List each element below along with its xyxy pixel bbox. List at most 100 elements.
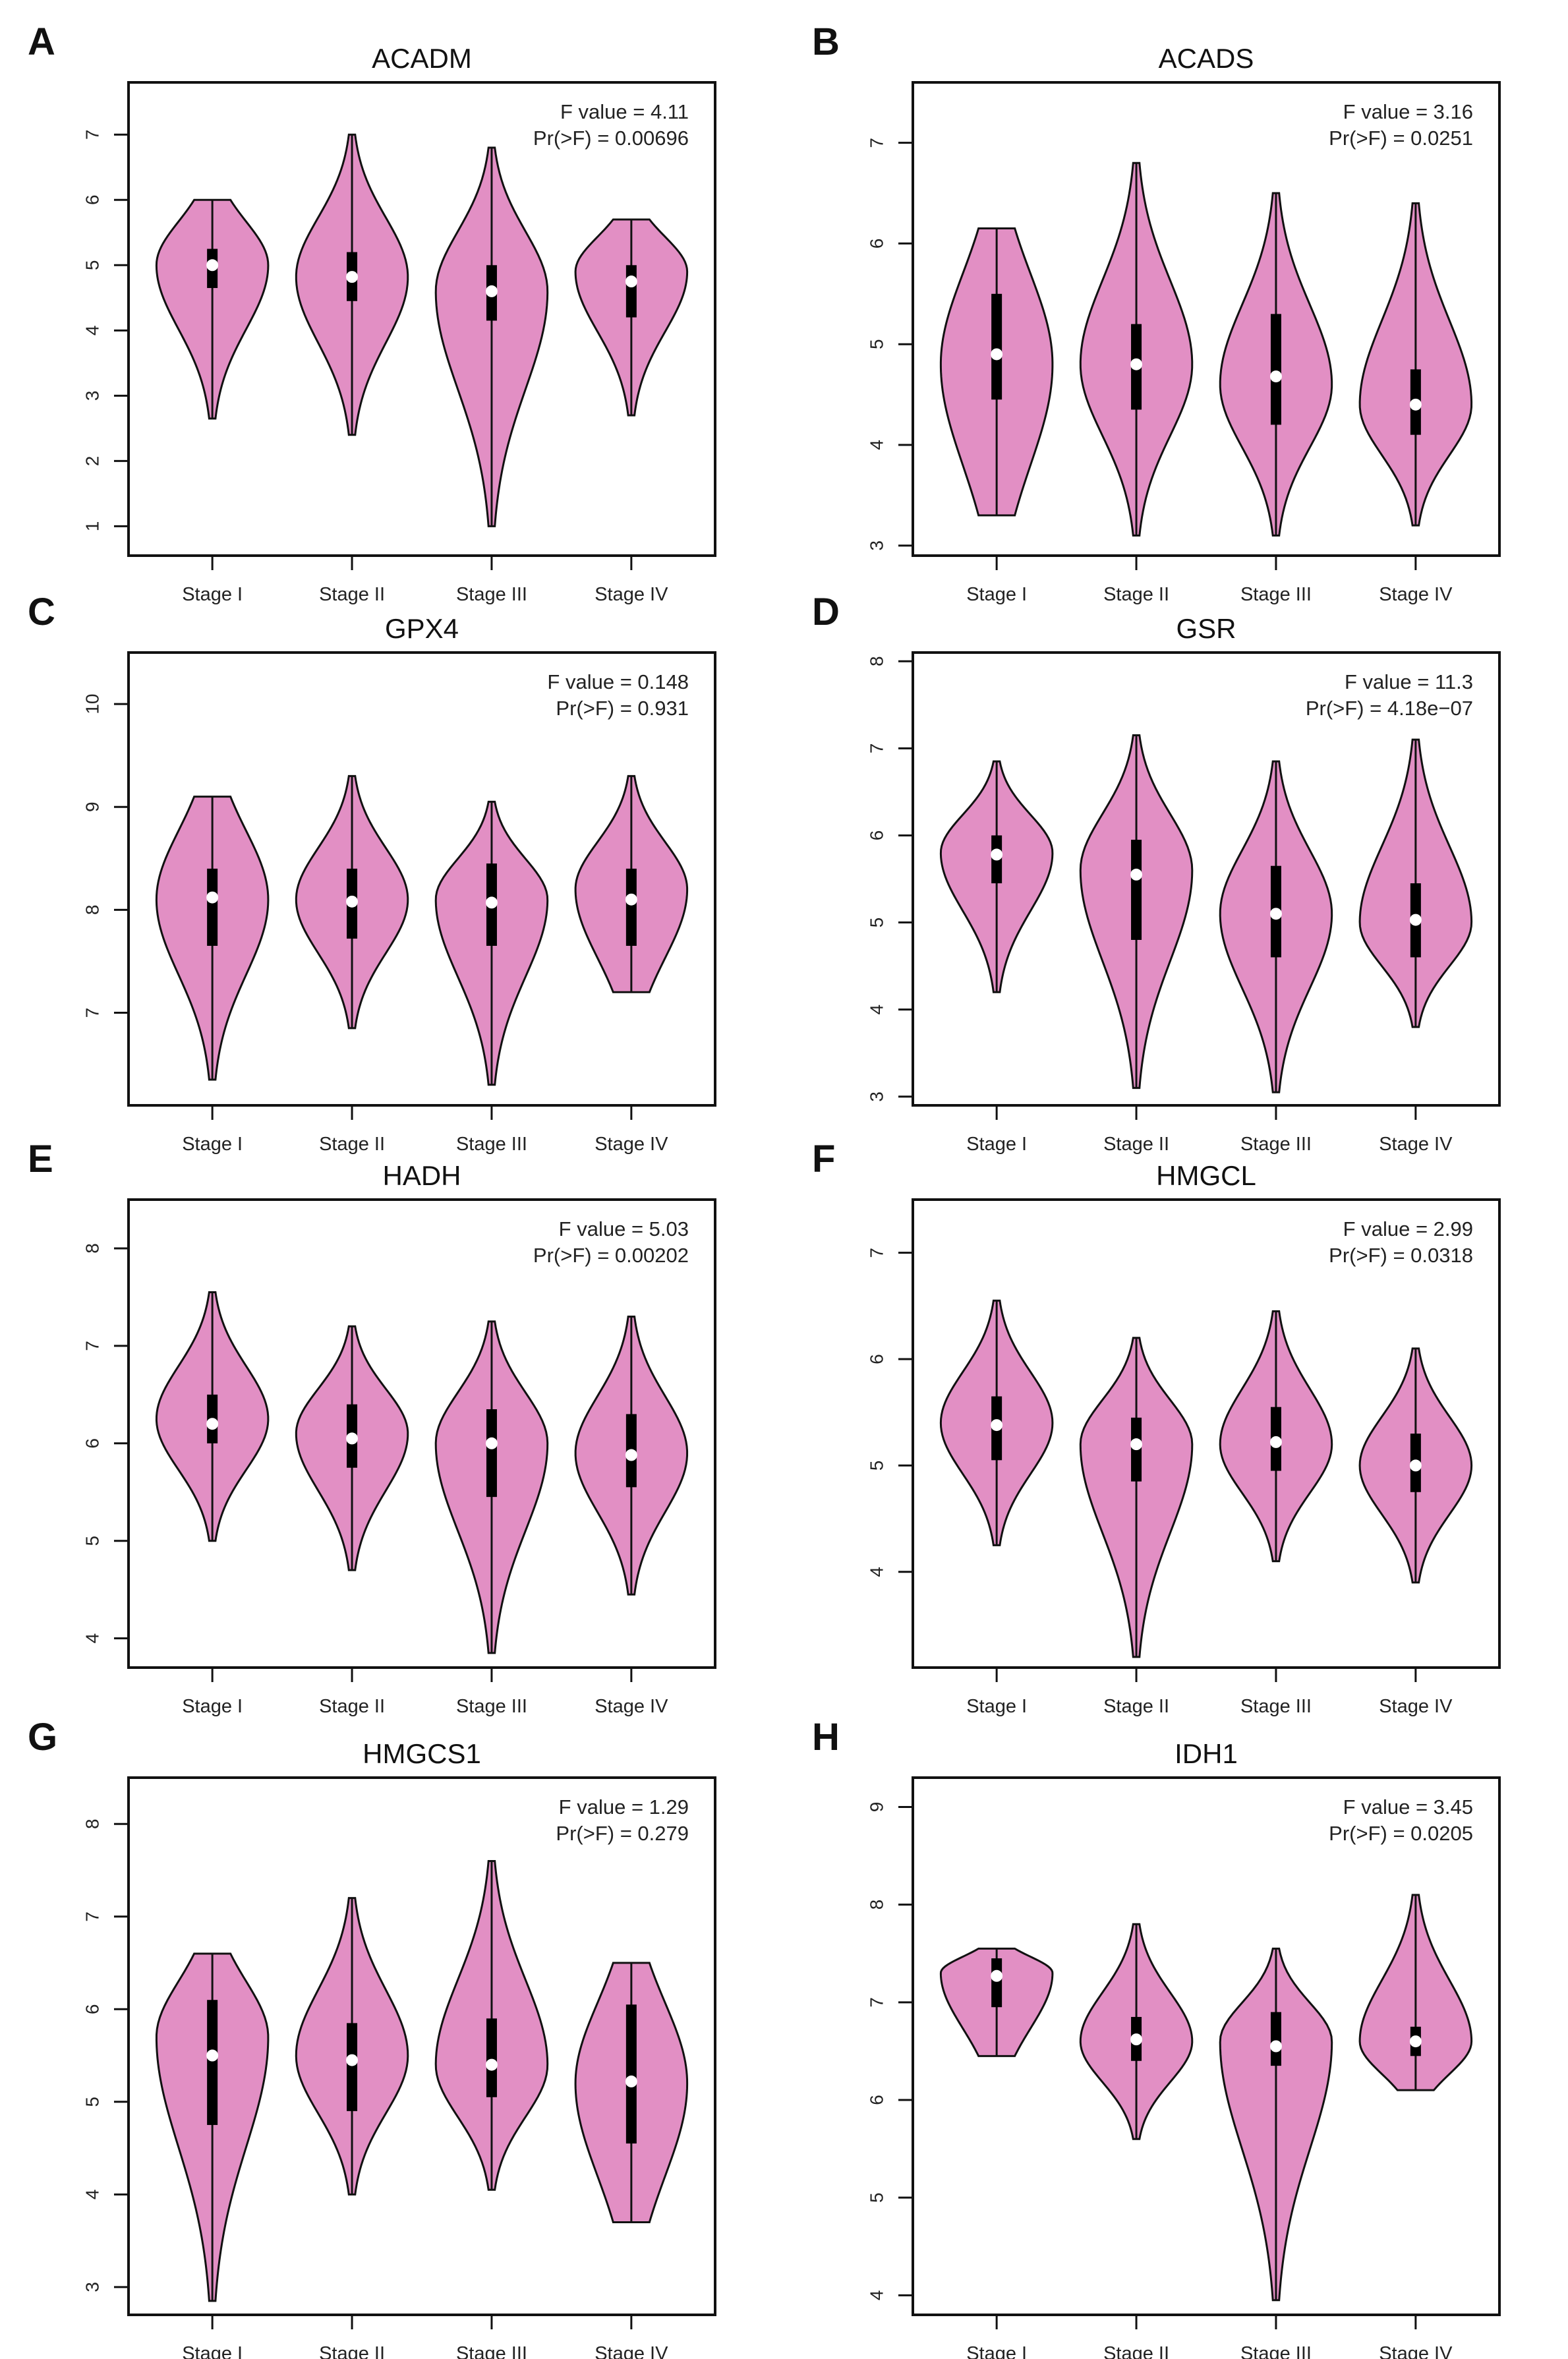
x-tick-label: Stage III	[456, 1696, 527, 1717]
median-point	[1269, 908, 1282, 920]
y-tick-label: 4	[867, 1005, 887, 1015]
plot-frame	[127, 1776, 716, 2316]
y-tick-label: 5	[82, 2097, 103, 2107]
median-point	[1130, 1438, 1143, 1451]
y-tick-label: 4	[867, 440, 887, 450]
f-value-label: F value = 11.3	[1345, 670, 1473, 693]
chart-title: HMGCL	[1156, 1160, 1256, 1191]
x-tick-label: Stage IV	[1379, 584, 1453, 605]
median-point	[485, 2058, 498, 2071]
iqr-box	[486, 2018, 497, 2097]
y-tick-label: 7	[82, 1341, 103, 1351]
f-value-label: F value = 4.11	[560, 100, 689, 123]
median-point	[206, 2049, 219, 2062]
y-tick-label: 5	[867, 2192, 887, 2203]
y-tick-label: 8	[867, 1900, 887, 1910]
iqr-box	[486, 1409, 497, 1498]
x-tick-label: Stage III	[1240, 1696, 1312, 1717]
iqr-box	[625, 868, 637, 946]
y-tick-label: 7	[867, 138, 887, 148]
median-point	[1409, 398, 1422, 411]
median-point	[1409, 914, 1422, 926]
x-tick-label: Stage II	[319, 2343, 385, 2359]
f-value-label: F value = 3.45	[1343, 1795, 1473, 1819]
y-tick-label: 6	[867, 830, 887, 841]
median-point	[625, 2075, 637, 2087]
median-point	[991, 1419, 1003, 1432]
panel-b: B ACADS 3 4 5 6 7 Stage I Stage II Stage III Stage…	[812, 20, 1501, 605]
f-value-label: F value = 2.99	[1343, 1217, 1473, 1240]
x-tick-label: Stage I	[182, 1696, 243, 1717]
y-tick-label: 3	[82, 2282, 103, 2292]
x-tick-label: Stage II	[1103, 2343, 1169, 2359]
iqr-box	[207, 2000, 218, 2125]
x-tick-label: Stage I	[182, 1134, 243, 1155]
y-tick-label: 10	[82, 693, 103, 714]
iqr-box	[1131, 840, 1142, 940]
median-point	[346, 895, 359, 908]
panel-letter: D	[812, 591, 840, 633]
plot-frame	[912, 651, 1501, 1107]
x-tick-label: Stage II	[1103, 1696, 1169, 1717]
median-point	[1409, 2035, 1422, 2048]
iqr-box	[1270, 2012, 1281, 2066]
median-point	[346, 271, 359, 283]
p-value-label: Pr(>F) = 0.931	[556, 697, 689, 720]
p-value-label: Pr(>F) = 4.18e−07	[1306, 697, 1473, 720]
panel-letter: G	[28, 1716, 57, 1759]
y-tick-label: 8	[82, 905, 103, 916]
x-tick-label: Stage I	[966, 2343, 1027, 2359]
panel-letter: B	[812, 20, 840, 63]
x-tick-label: Stage I	[966, 584, 1027, 605]
y-tick-label: 5	[82, 260, 103, 271]
x-tick-label: Stage III	[456, 584, 527, 605]
panel-g: G HMGCS1 3 4 5 6 7 8 Stage I Stage II Stage III Sta…	[28, 1716, 716, 2359]
iqr-box	[207, 868, 218, 946]
panel-letter: F	[812, 1138, 835, 1180]
median-point	[625, 276, 637, 288]
y-tick-label: 9	[82, 801, 103, 812]
median-point	[1269, 1436, 1282, 1448]
y-tick-label: 7	[82, 1911, 103, 1922]
x-tick-label: Stage I	[966, 1696, 1027, 1717]
y-tick-label: 4	[82, 326, 103, 336]
x-tick-label: Stage I	[182, 2343, 243, 2359]
y-tick-label: 8	[82, 1243, 103, 1254]
panel-a: A ACADM 1 2 3 4 5 6 7 Stage I Stage II Stage III Sta…	[28, 20, 716, 605]
p-value-label: Pr(>F) = 0.0318	[1329, 1244, 1473, 1267]
iqr-box	[1270, 314, 1281, 425]
y-tick-label: 7	[867, 1997, 887, 2008]
y-tick-label: 6	[82, 2004, 103, 2015]
y-tick-label: 7	[82, 129, 103, 140]
median-point	[1130, 358, 1143, 370]
x-tick-label: Stage III	[1240, 584, 1312, 605]
y-tick-label: 1	[82, 521, 103, 532]
p-value-label: Pr(>F) = 0.0251	[1329, 127, 1473, 150]
chart-title: GSR	[1176, 613, 1236, 644]
p-value-label: Pr(>F) = 0.279	[556, 1822, 689, 1845]
y-tick-label: 5	[82, 1536, 103, 1546]
panel-letter: A	[28, 20, 55, 63]
iqr-box	[625, 265, 637, 318]
p-value-label: Pr(>F) = 0.0205	[1329, 1822, 1473, 1845]
chart-title: HADH	[382, 1160, 461, 1191]
iqr-box	[347, 2023, 358, 2111]
y-tick-label: 4	[867, 2290, 887, 2301]
y-tick-label: 5	[867, 1461, 887, 1471]
p-value-label: Pr(>F) = 0.00696	[533, 127, 689, 150]
chart-title: HMGCS1	[363, 1738, 481, 1769]
plot-frame	[912, 1198, 1501, 1669]
median-point	[346, 1432, 359, 1445]
x-tick-label: Stage I	[182, 584, 243, 605]
iqr-box	[625, 2004, 637, 2144]
panel-c: C GPX4 7 8 9 10 Stage I Stage II Stage III Stage …	[28, 591, 716, 1155]
plot-frame	[912, 81, 1501, 557]
iqr-box	[991, 1958, 1002, 2008]
median-point	[625, 893, 637, 906]
x-tick-label: Stage II	[1103, 584, 1169, 605]
y-tick-label: 7	[867, 743, 887, 754]
chart-title: ACADS	[1159, 43, 1254, 74]
y-tick-label: 8	[82, 1819, 103, 1829]
y-tick-label: 6	[82, 1438, 103, 1449]
